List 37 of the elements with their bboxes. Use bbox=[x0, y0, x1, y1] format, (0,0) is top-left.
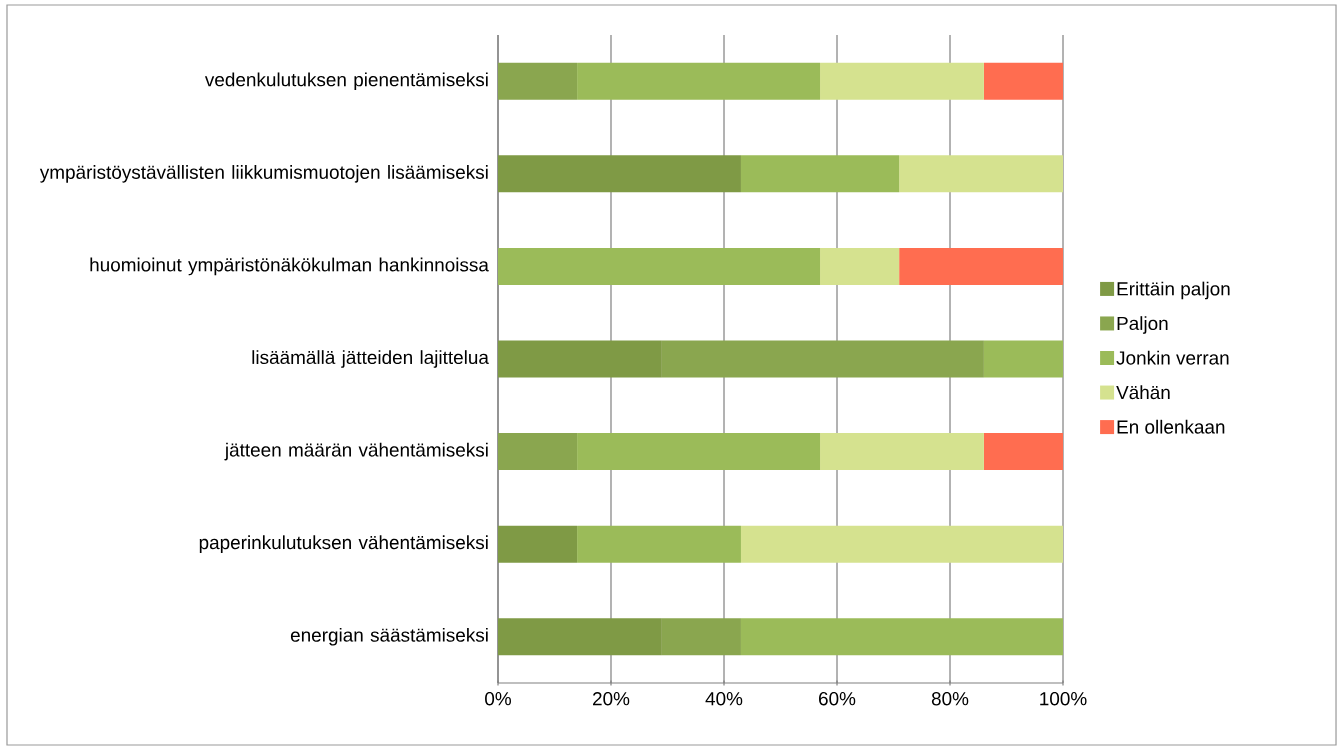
bar bbox=[983, 62, 1063, 100]
bar bbox=[983, 340, 1063, 378]
bar bbox=[899, 155, 1063, 193]
legend-label: Jonkin verran bbox=[1116, 350, 1229, 365]
bar bbox=[577, 433, 821, 471]
bar bbox=[498, 433, 578, 471]
bar bbox=[740, 525, 1063, 563]
bar bbox=[498, 525, 578, 563]
bar bbox=[498, 62, 578, 100]
y-tick-label: lisäämällä jätteiden lajittelua bbox=[252, 350, 489, 368]
legend-label: Vähän bbox=[1116, 385, 1170, 400]
x-tick-label: 60% bbox=[819, 692, 856, 706]
bar bbox=[820, 62, 984, 100]
x-tick-label: 100% bbox=[1040, 692, 1087, 706]
bar bbox=[983, 433, 1063, 471]
y-tick-label: vedenkulutuksen pienentämiseksi bbox=[204, 72, 488, 91]
bar bbox=[899, 247, 1063, 285]
x-tick-label: 80% bbox=[931, 692, 969, 706]
bar bbox=[820, 247, 900, 285]
x-tick-label: 20% bbox=[593, 692, 630, 706]
y-tick-label: ympäristöystävällisten liikkumismuotojen lisäämiseksi bbox=[39, 165, 488, 183]
y-tick-label: energian säästämiseksi bbox=[290, 627, 488, 646]
y-tick-label: huomioinut ympäristönäkökulman hankinnoissa bbox=[90, 257, 489, 276]
y-tick-label: jätteen määrän vähentämiseksi bbox=[224, 442, 488, 461]
bar bbox=[740, 618, 1063, 656]
legend-label: En ollenkaan bbox=[1117, 419, 1225, 434]
legend-label: Erittäin paljon bbox=[1117, 281, 1230, 300]
bar bbox=[577, 525, 741, 563]
bar bbox=[498, 247, 821, 285]
x-tick-label: 0% bbox=[485, 692, 511, 706]
bar bbox=[820, 433, 984, 471]
bar bbox=[740, 155, 900, 193]
bar bbox=[577, 62, 821, 100]
y-tick-label: paperinkulutuksen vähentämiseksi bbox=[199, 535, 488, 553]
x-tick-label: 40% bbox=[705, 692, 743, 706]
legend-label: Paljon bbox=[1117, 316, 1168, 334]
bar bbox=[498, 155, 741, 193]
